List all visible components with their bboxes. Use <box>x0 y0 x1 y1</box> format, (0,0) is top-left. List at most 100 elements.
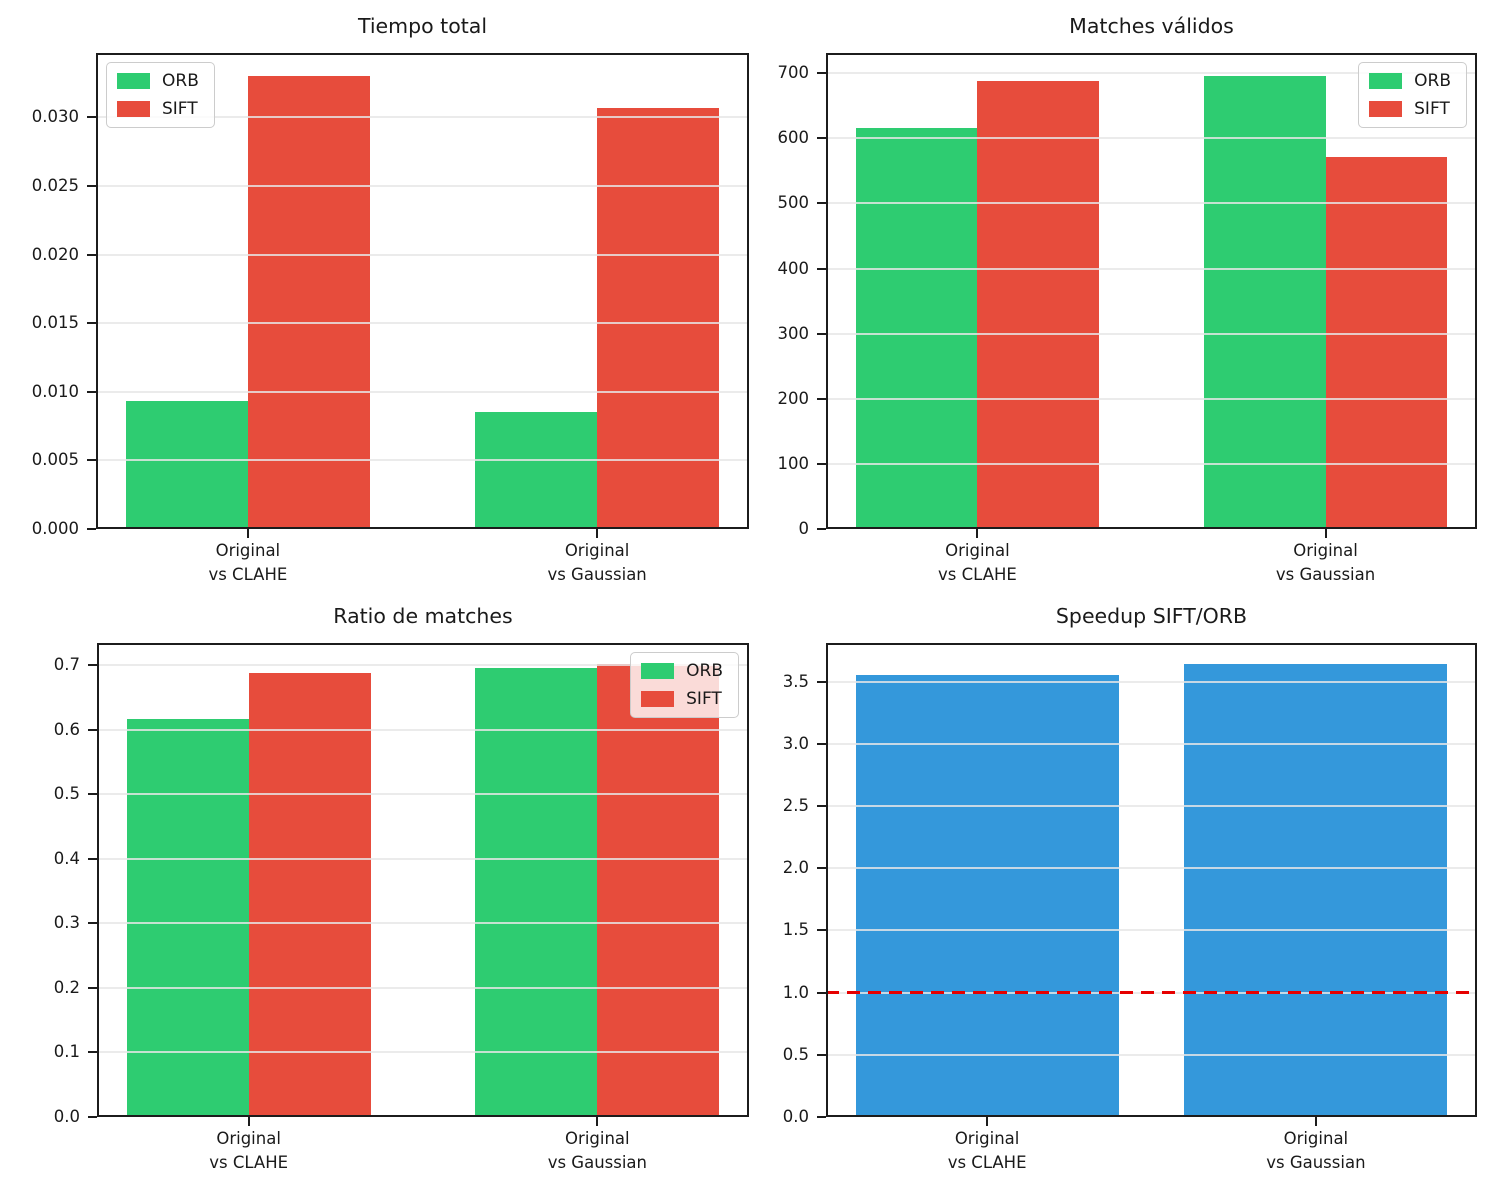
y-tick-mark <box>817 804 826 807</box>
gridline <box>826 137 1477 140</box>
legend-swatch-orb <box>641 663 675 679</box>
gridline <box>826 867 1477 870</box>
y-tick-mark <box>817 267 826 270</box>
x-tick-label-line: Original <box>564 541 630 560</box>
bar-orb-1 <box>475 667 598 1117</box>
bar-sift-0 <box>247 76 371 529</box>
y-tick-label: 0.3 <box>53 913 80 933</box>
y-tick-label: 0.020 <box>31 244 79 264</box>
y-tick-label: 500 <box>777 193 810 213</box>
x-tick-label-line: Original <box>565 1129 630 1148</box>
y-tick-label: 2.0 <box>782 858 809 878</box>
x-tick-label: Original vs CLAHE <box>139 1127 359 1175</box>
y-tick-mark <box>88 793 97 796</box>
bar-orb-0 <box>126 719 249 1117</box>
gridline <box>96 459 749 462</box>
y-tick-mark <box>817 1053 826 1056</box>
chart-ratio-matches: Ratio de matches 0.0 0.1 0.2 0.3 0.4 0.5 0.6 0.… <box>54 604 749 1172</box>
bar-orb-1 <box>474 412 598 529</box>
gridline <box>826 680 1477 683</box>
gridline <box>826 462 1477 465</box>
y-tick-label: 0.5 <box>782 1044 809 1064</box>
legend-item: ORB <box>117 71 199 91</box>
y-tick-mark <box>817 929 826 932</box>
reference-line <box>826 991 1477 995</box>
y-tick-label: 0.010 <box>31 381 79 401</box>
y-tick-label: 1.5 <box>782 920 809 940</box>
x-tick-mark <box>1314 1117 1317 1126</box>
legend-label: SIFT <box>162 99 198 119</box>
chart-matches-validos: Matches válidos 0 100 200 300 400 500 600 700 Or… <box>778 14 1477 584</box>
y-tick-mark <box>88 728 97 731</box>
x-tick-mark <box>247 1117 250 1126</box>
y-tick-label: 0.7 <box>53 654 80 674</box>
legend-item: ORB <box>641 661 723 681</box>
gridline <box>97 793 749 796</box>
y-tick-label: 0.015 <box>31 313 79 333</box>
x-tick-label: Original vs Gaussian <box>487 539 707 587</box>
legend-label: ORB <box>1414 71 1451 91</box>
y-tick-mark <box>817 991 826 994</box>
y-tick-mark <box>817 867 826 870</box>
y-tick-label: 200 <box>777 388 810 408</box>
chart-tiempo-total: Tiempo total 0.000 0.005 0.010 0.015 0.020 0.… <box>32 14 749 584</box>
gridline <box>826 804 1477 807</box>
y-tick-label: 300 <box>777 323 810 343</box>
x-tick-label: Original vs Gaussian <box>1216 539 1436 587</box>
y-tick-mark <box>88 1116 97 1118</box>
gridline <box>96 322 749 325</box>
y-tick-label: 0.2 <box>53 977 80 997</box>
y-tick-label: 0.5 <box>53 784 80 804</box>
legend-item: SIFT <box>1369 99 1451 119</box>
y-tick-mark <box>88 857 97 860</box>
legend-swatch-sift <box>1369 101 1403 117</box>
y-tick-mark <box>817 680 826 683</box>
gridline <box>96 116 749 119</box>
y-tick-mark <box>817 1116 826 1118</box>
y-tick-mark <box>817 742 826 745</box>
gridline <box>826 332 1477 335</box>
gridline <box>826 742 1477 745</box>
chart-title: Matches válidos <box>1069 14 1234 38</box>
x-tick-mark <box>1324 529 1327 538</box>
y-tick-mark <box>817 528 826 530</box>
chart-title: Ratio de matches <box>333 604 513 628</box>
legend-item: SIFT <box>641 689 723 709</box>
x-tick-mark <box>976 529 979 538</box>
y-tick-mark <box>88 986 97 989</box>
x-tick-label: Original vs Gaussian <box>1206 1127 1426 1175</box>
x-tick-mark <box>986 1117 989 1126</box>
x-tick-label-line: vs Gaussian <box>547 565 647 584</box>
x-tick-label-line: Original <box>216 1129 281 1148</box>
legend-label: SIFT <box>1414 99 1450 119</box>
x-tick-label-line: vs CLAHE <box>208 565 288 584</box>
chart-title: Speedup SIFT/ORB <box>1055 604 1248 628</box>
y-tick-mark <box>817 462 826 465</box>
y-tick-label: 700 <box>777 63 810 83</box>
x-tick-label-line: Original <box>215 541 281 560</box>
legend-swatch-orb <box>1369 73 1403 89</box>
y-tick-mark <box>88 922 97 925</box>
legend-label: ORB <box>162 71 199 91</box>
y-tick-mark <box>87 528 96 530</box>
legend-item: ORB <box>1369 71 1451 91</box>
y-tick-label: 0.4 <box>53 848 80 868</box>
bar-orb-0 <box>855 127 978 529</box>
bar-sift-1 <box>597 663 720 1117</box>
gridline <box>97 728 749 731</box>
y-tick-label: 2.5 <box>782 795 809 815</box>
y-tick-label: 0.030 <box>31 107 79 127</box>
legend-label: SIFT <box>686 689 722 709</box>
y-tick-label: 0.0 <box>53 1107 80 1126</box>
y-tick-label: 3.5 <box>782 671 809 691</box>
gridline <box>97 663 749 666</box>
x-tick-label-line: Original <box>1283 1129 1349 1148</box>
gridline <box>826 267 1477 270</box>
x-tick-mark <box>246 529 249 538</box>
y-tick-label: 0.000 <box>31 519 79 538</box>
bar-sift-1 <box>1325 156 1448 529</box>
y-tick-mark <box>817 397 826 400</box>
legend-item: SIFT <box>117 99 199 119</box>
y-tick-mark <box>87 185 96 188</box>
